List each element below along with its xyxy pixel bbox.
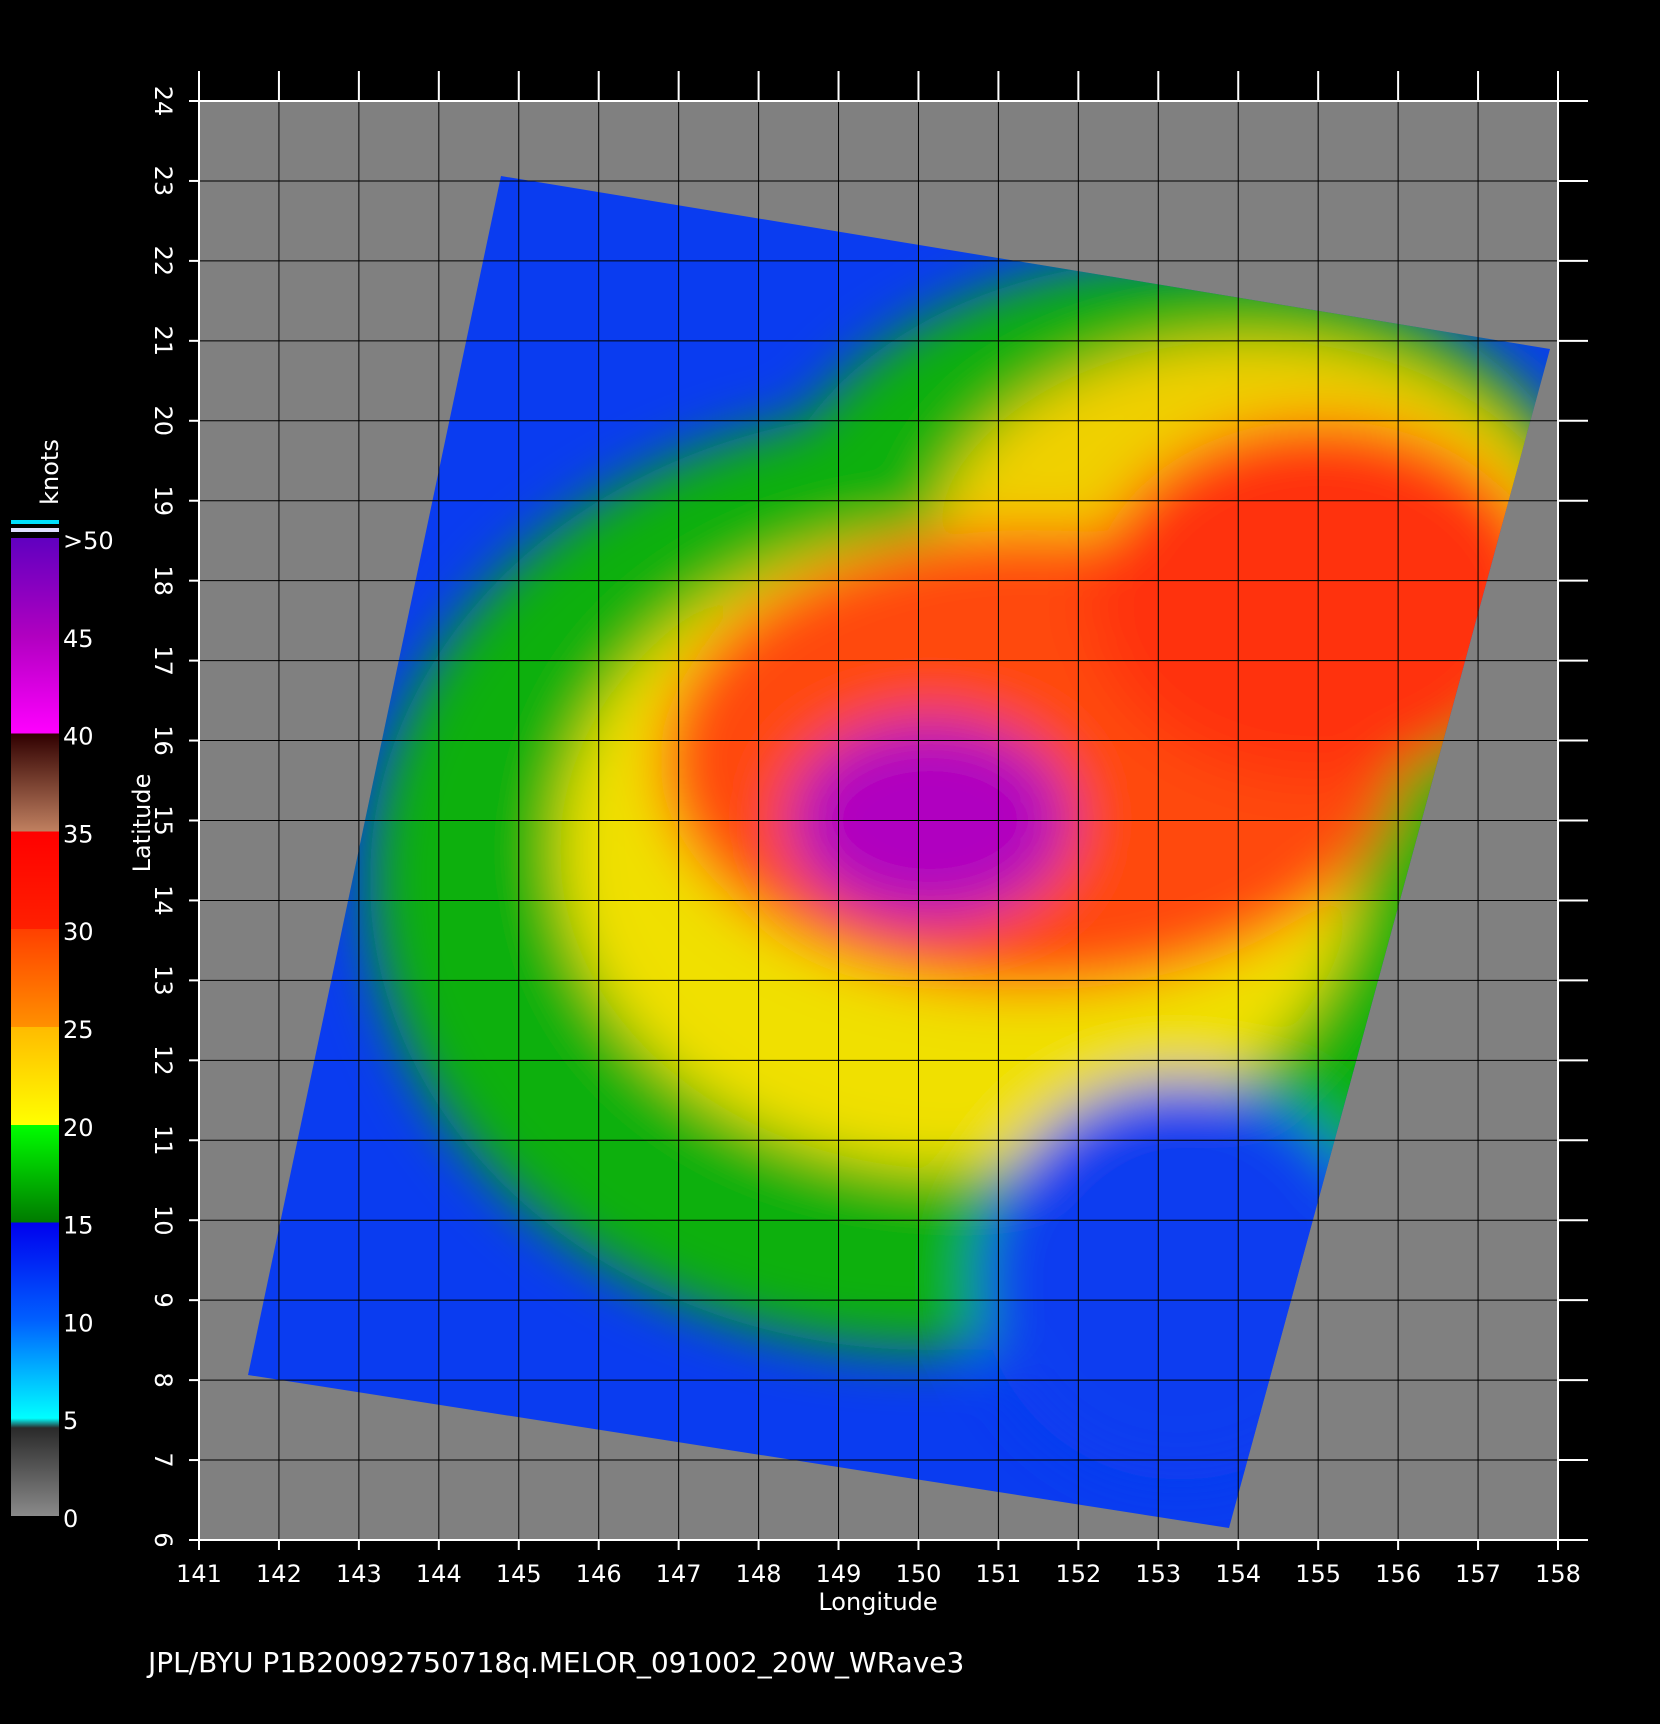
colorbar-label: 45 <box>63 625 94 653</box>
x-tick-label: 148 <box>736 1560 782 1588</box>
y-tick-label: 6 <box>149 1532 177 1547</box>
y-tick-label: 24 <box>149 86 177 117</box>
colorbar-label: >50 <box>63 527 114 555</box>
x-tick-label: 146 <box>576 1560 622 1588</box>
x-tick-label: 158 <box>1535 1560 1581 1588</box>
x-tick-label: 143 <box>336 1560 382 1588</box>
axes: 141 142 143 144 145 146 147 148 149 150 151 152 153 1… <box>149 71 1588 1588</box>
y-tick-label: 8 <box>149 1372 177 1387</box>
x-tick-label: 141 <box>176 1560 222 1588</box>
y-tick-label: 7 <box>149 1452 177 1467</box>
x-tick-label: 155 <box>1295 1560 1341 1588</box>
x-tick-label: 157 <box>1455 1560 1501 1588</box>
footer: JPL/BYU P1B20092750718q.MELOR_091002_20W… <box>146 1646 964 1679</box>
y-tick-label: 21 <box>149 326 177 357</box>
y-tick-label: 10 <box>149 1205 177 1236</box>
x-tick-label: 151 <box>976 1560 1022 1588</box>
colorbar-cap <box>11 528 59 532</box>
x-tick-label: 145 <box>496 1560 542 1588</box>
colorbar <box>11 538 59 1516</box>
y-tick-label: 14 <box>149 885 177 916</box>
y-tick-label: 23 <box>149 166 177 197</box>
y-tick-label: 12 <box>149 1045 177 1076</box>
x-tick-label: 149 <box>816 1560 862 1588</box>
wind-swath <box>248 176 1550 1528</box>
x-tick-label: 150 <box>896 1560 942 1588</box>
x-tick-label: 152 <box>1055 1560 1101 1588</box>
colorbar-cap <box>11 520 59 524</box>
y-tick-label: 20 <box>149 406 177 437</box>
colorbar-label: 35 <box>63 820 94 848</box>
colorbar-label: 10 <box>63 1309 94 1337</box>
y-tick-label: 22 <box>149 246 177 277</box>
colorbar-label: 20 <box>63 1114 94 1142</box>
colorbar-label: 40 <box>63 723 94 751</box>
colorbar-label: 5 <box>63 1407 78 1435</box>
colorbar-label: 30 <box>63 918 94 946</box>
x-tick-label: 144 <box>416 1560 462 1588</box>
y-tick-label: 11 <box>149 1125 177 1156</box>
y-axis-label: Latitude <box>128 774 156 873</box>
grid <box>199 101 1558 1540</box>
y-tick-label: 17 <box>149 645 177 676</box>
y-tick-label: 15 <box>149 805 177 836</box>
x-tick-label: 147 <box>656 1560 702 1588</box>
x-tick-label: 142 <box>256 1560 302 1588</box>
colorbar-labels: 0 5 10 15 20 25 30 35 40 45 >50 <box>63 527 114 1533</box>
y-tick-label: 16 <box>149 725 177 756</box>
y-tick-label: 18 <box>149 565 177 596</box>
colorbar-label: 0 <box>63 1505 78 1533</box>
y-tick-label: 19 <box>149 485 177 516</box>
x-tick-label: 154 <box>1215 1560 1261 1588</box>
y-tick-label: 13 <box>149 965 177 996</box>
x-tick-label: 156 <box>1375 1560 1421 1588</box>
x-tick-label: 153 <box>1135 1560 1181 1588</box>
colorbar-unit: knots <box>36 439 64 505</box>
colorbar-label: 25 <box>63 1016 94 1044</box>
y-tick-label: 9 <box>149 1293 177 1308</box>
x-axis-label: Longitude <box>818 1588 937 1616</box>
colorbar-label: 15 <box>63 1212 94 1240</box>
